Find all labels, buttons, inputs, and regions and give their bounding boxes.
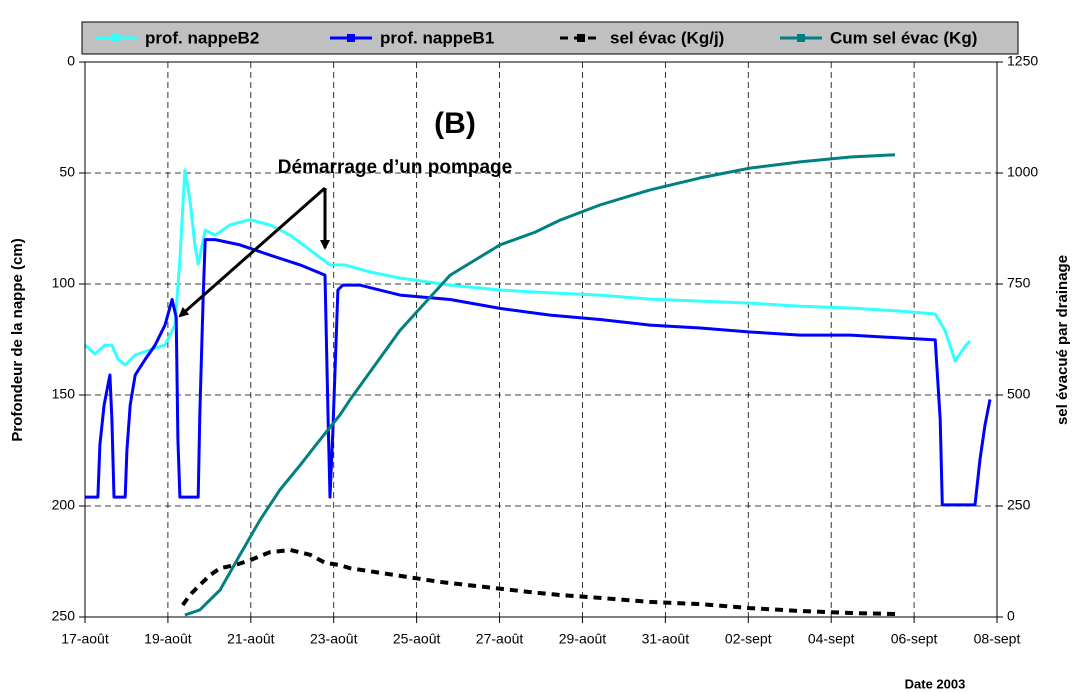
- x-tick-label: 08-sept: [974, 631, 1021, 647]
- y-tick-label: 0: [67, 53, 75, 69]
- x-tick-label: 02-sept: [725, 631, 772, 647]
- legend-marker: [797, 34, 805, 42]
- y2-tick-label: 250: [1007, 497, 1031, 513]
- plot: [79, 61, 1003, 623]
- annotation: Démarrage d’un pompage: [278, 157, 512, 178]
- legend-box: [81, 21, 1019, 55]
- legend-label: prof. nappeB1: [380, 28, 494, 47]
- legend-label: Cum sel évac (Kg): [830, 28, 977, 47]
- y-axis-label: Profondeur de la nappe (cm): [9, 238, 26, 441]
- series-line: [84, 168, 972, 367]
- y2-tick-label: 1000: [1007, 164, 1038, 180]
- x-tick-label: 25-août: [393, 631, 441, 647]
- annotation: (B): [434, 107, 476, 140]
- x-tick-label: 23-août: [310, 631, 358, 647]
- y-tick-label: 250: [52, 608, 76, 624]
- y2-tick-label: 750: [1007, 275, 1031, 291]
- series-line: [184, 153, 896, 617]
- plot-border: [84, 61, 998, 618]
- x-tick-label: 04-sept: [808, 631, 855, 647]
- series-line: [181, 548, 896, 616]
- x-tick-label: 27-août: [476, 631, 524, 647]
- legend-label: prof. nappeB2: [145, 28, 259, 47]
- y-tick-label: 50: [59, 164, 75, 180]
- y-tick-label: 150: [52, 386, 76, 402]
- y2-tick-label: 0: [1007, 608, 1015, 624]
- x-tick-label: 06-sept: [891, 631, 938, 647]
- x-tick-label: 29-août: [559, 631, 607, 647]
- x-tick-label: 31-août: [642, 631, 690, 647]
- legend-marker: [112, 34, 120, 42]
- x-tick-label: 19-août: [144, 631, 192, 647]
- y2-axis-label: sel évacué par drainage: [1054, 255, 1071, 425]
- x-tick-label: 21-août: [227, 631, 275, 647]
- x-tick-label: 17-août: [61, 631, 109, 647]
- x-axis-label: Date 2003: [905, 676, 966, 691]
- arrow: [178, 186, 326, 318]
- legend-label: sel évac (Kg/j): [610, 28, 724, 47]
- y-tick-label: 200: [52, 497, 76, 513]
- legend: prof. nappeB2 prof. nappeB1 sel évac (Kg/j…: [95, 28, 977, 47]
- series-line: [85, 238, 992, 507]
- legend-marker: [347, 34, 355, 42]
- y2-tick-label: 1250: [1007, 53, 1038, 69]
- y-tick-label: 100: [52, 275, 76, 291]
- y2-tick-label: 500: [1007, 386, 1031, 402]
- legend-marker: [577, 34, 585, 42]
